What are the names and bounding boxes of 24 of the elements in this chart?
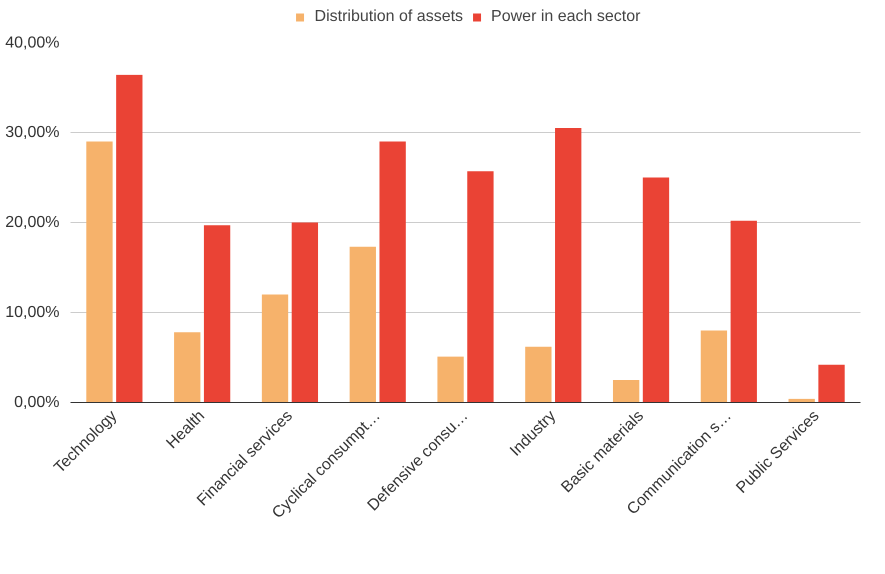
bar [467, 171, 494, 402]
bar [730, 220, 757, 402]
bar [818, 364, 845, 402]
bar [555, 128, 582, 402]
y-tick-label: 20,00% [5, 214, 60, 231]
bar [292, 222, 318, 402]
y-tick-label: 10,00% [5, 304, 60, 321]
bar [642, 178, 670, 402]
bar [262, 294, 288, 402]
legend-label: Distribution of assets [314, 8, 464, 26]
bar [350, 246, 376, 402]
bar [437, 356, 464, 402]
y-tick-label: 30,00% [5, 124, 60, 141]
bar [379, 142, 406, 402]
bar [174, 332, 200, 402]
bar [86, 142, 113, 402]
bar [116, 74, 142, 402]
bar [525, 346, 552, 402]
y-tick-label: 40,00% [5, 34, 60, 52]
bar [700, 330, 728, 402]
y-tick-label: 0,00% [14, 394, 60, 411]
legend-label: Power in each sector [491, 8, 640, 26]
bar [612, 380, 640, 402]
bar [204, 225, 230, 402]
